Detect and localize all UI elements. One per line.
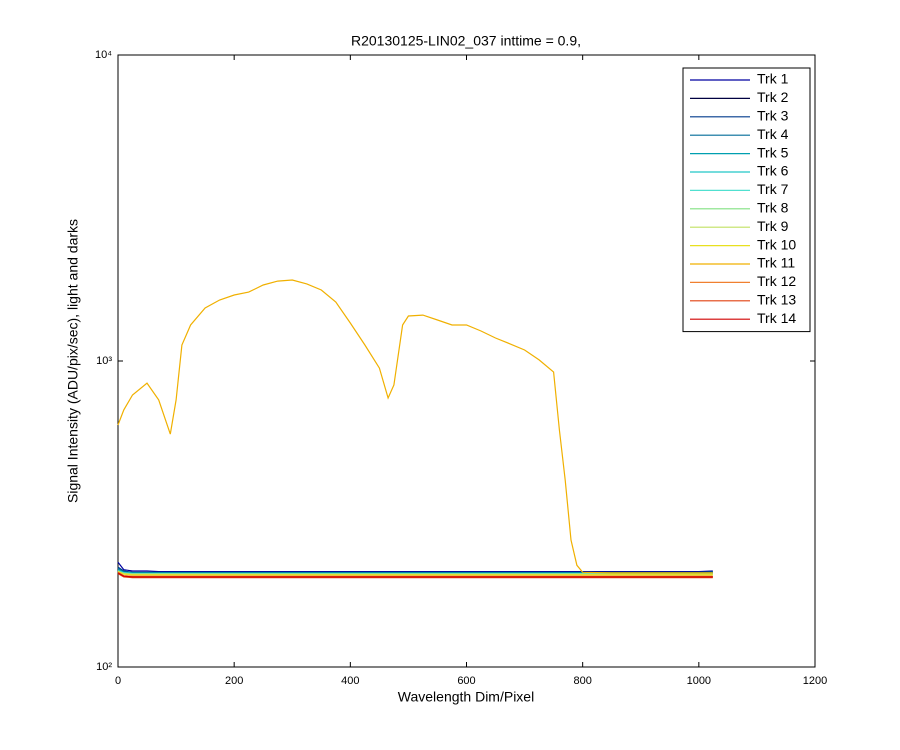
x-tick-label: 1000 (687, 675, 711, 687)
legend-label: Trk 14 (757, 310, 796, 326)
series-line (117, 561, 713, 573)
series-line (117, 279, 713, 574)
x-tick-label: 600 (457, 675, 475, 687)
y-tick-label: 10² (96, 661, 112, 673)
x-tick-label: 800 (573, 675, 591, 687)
legend-label: Trk 5 (757, 144, 789, 160)
legend-box (682, 67, 811, 333)
x-axis-label: Wavelength Dim/Pixel (398, 689, 534, 705)
x-tick-label: 0 (115, 675, 121, 687)
legend-label: Trk 1 (757, 71, 789, 87)
series-line (117, 566, 713, 573)
chart-title: R20130125-LIN02_037 inttime = 0.9, (351, 33, 581, 49)
series-line (117, 571, 713, 576)
legend-label: Trk 13 (757, 292, 796, 308)
legend-label: Trk 7 (757, 181, 789, 197)
x-tick-label: 1200 (803, 675, 827, 687)
x-tick-label: 200 (225, 675, 243, 687)
series-line (117, 570, 713, 575)
legend-label: Trk 3 (757, 108, 789, 124)
legend-label: Trk 12 (757, 273, 796, 289)
y-tick-label: 10⁴ (95, 49, 112, 61)
series-line (117, 572, 713, 578)
legend-label: Trk 6 (757, 163, 789, 179)
series-line (117, 571, 713, 575)
legend-label: Trk 8 (757, 200, 789, 216)
legend-label: Trk 2 (757, 89, 789, 105)
y-tick-label: 10³ (96, 355, 112, 367)
legend-label: Trk 10 (757, 236, 796, 252)
series-line (117, 569, 713, 574)
x-tick-label: 400 (341, 675, 359, 687)
series-line (117, 571, 713, 577)
legend-label: Trk 9 (757, 218, 789, 234)
legend-label: Trk 11 (757, 255, 795, 271)
y-axis-label: Signal Intensity (ADU/pix/sec), light an… (65, 219, 81, 503)
legend-label: Trk 4 (757, 126, 789, 142)
series-line (117, 573, 713, 579)
